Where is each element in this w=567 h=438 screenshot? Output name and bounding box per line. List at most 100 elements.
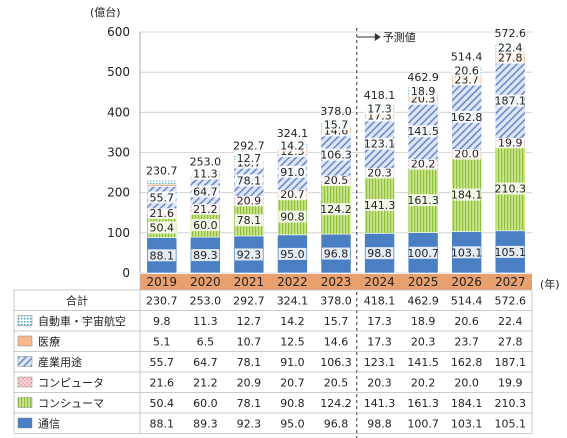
table-cell: 12.5 [280, 335, 305, 348]
data-label: 50.4 [150, 221, 175, 234]
data-label-bg [322, 247, 350, 260]
table-cell: 9.8 [153, 315, 171, 328]
data-label-bg [409, 157, 438, 170]
data-label: 20.0 [454, 148, 479, 161]
table-cell: 418.1 [364, 294, 396, 307]
table-cell: 89.3 [193, 417, 218, 430]
table-cell: 64.7 [193, 356, 218, 369]
table-cell: 60.0 [193, 397, 218, 410]
data-label-bg [365, 137, 394, 150]
data-label: 60.0 [193, 219, 218, 232]
data-label: 78.1 [237, 214, 262, 227]
data-label-bg [409, 84, 438, 97]
data-label: 22.4 [498, 42, 523, 55]
table-cell: 324.1 [277, 294, 309, 307]
x-tick-label: 2021 [234, 275, 265, 289]
total-label: 418.1 [364, 89, 396, 102]
data-label-bg [234, 194, 263, 207]
table-cell: 161.3 [407, 397, 439, 410]
table-cell: 96.8 [324, 417, 349, 430]
total-label: 230.7 [146, 164, 178, 177]
data-label: 161.3 [407, 194, 439, 207]
data-label-bg [452, 110, 481, 123]
table-cell: 378.0 [320, 294, 352, 307]
data-label-bg [322, 174, 350, 187]
table-cell: 20.5 [324, 376, 349, 389]
data-label-bg [452, 246, 481, 259]
x-tick-label: 2019 [147, 275, 178, 289]
table-row-label: 医療 [38, 334, 60, 348]
data-label-bg [365, 166, 394, 179]
table-cell: 103.1 [451, 417, 483, 430]
table-cell: 6.5 [197, 335, 215, 348]
table-cell: 100.7 [407, 417, 439, 430]
table-cell: 14.2 [280, 315, 305, 328]
table-cell: 90.8 [280, 397, 305, 410]
total-label: 514.4 [451, 50, 483, 63]
data-label: 124.2 [320, 203, 352, 216]
table-cell: 50.4 [150, 397, 175, 410]
total-label: 324.1 [277, 127, 309, 140]
data-label-bg [234, 214, 263, 227]
data-label-bg [365, 198, 394, 211]
table-cell: 184.1 [451, 397, 483, 410]
data-label-bg [278, 139, 307, 152]
table-cell: 91.0 [280, 356, 305, 369]
table-cell: 23.7 [454, 335, 479, 348]
data-label: 15.7 [324, 118, 349, 131]
table-cell: 124.2 [320, 397, 352, 410]
data-label-bg [452, 64, 481, 77]
data-label-bg [409, 194, 438, 207]
data-label-bg [191, 167, 220, 180]
y-tick-labels: 0 100 200 300 400 500 600 [107, 25, 130, 280]
data-label: 14.2 [280, 140, 305, 153]
data-label: 17.3 [367, 103, 392, 116]
data-label: 19.9 [498, 136, 523, 149]
data-label-bg [496, 51, 525, 64]
total-label: 378.0 [320, 105, 352, 118]
data-label-bg [147, 221, 176, 234]
legend-swatch [17, 356, 33, 367]
x-unit-label: (年) [540, 277, 560, 291]
data-label-bg [147, 249, 176, 262]
y-tick-label: 0 [122, 266, 130, 280]
table-cell: 17.3 [367, 315, 392, 328]
table-row-label: 産業用途 [38, 355, 82, 369]
table-cell: 514.4 [451, 294, 483, 307]
data-label: 141.3 [364, 199, 396, 212]
data-table: 合計 230.7 253.0 292.7 324.1 378.0 418.1 462.9 514… [13, 274, 533, 434]
forecast-arrow-head [374, 33, 381, 41]
data-label-bg [496, 41, 525, 54]
table-cell: 210.3 [494, 397, 526, 410]
data-label-bg [409, 125, 438, 138]
data-label-bg [322, 148, 350, 161]
table-cell: 78.1 [237, 356, 262, 369]
y-tick-label: 100 [107, 226, 130, 240]
data-label-bg [365, 102, 394, 115]
data-label-bg [191, 202, 220, 215]
legend-swatch [17, 335, 33, 347]
y-tick-label: 200 [107, 186, 130, 200]
data-label-bg [234, 151, 263, 164]
table-cell: 78.1 [237, 397, 262, 410]
data-label: 187.1 [494, 95, 526, 108]
table-cell: 92.3 [237, 417, 262, 430]
table-cell: 21.6 [150, 376, 175, 389]
data-label: 98.8 [367, 247, 392, 260]
data-label: 23.7 [454, 73, 479, 86]
data-label: 20.5 [324, 174, 349, 187]
data-label: 91.0 [280, 166, 305, 179]
table-cell: 20.2 [411, 376, 436, 389]
table-row-label: コンシューマ [38, 397, 104, 410]
data-label: 184.1 [451, 189, 483, 202]
table-cell: 105.1 [494, 417, 526, 430]
x-tick-label: 2025 [408, 275, 439, 289]
data-label: 92.3 [237, 248, 262, 261]
table-row-label: コンピュータ [38, 376, 104, 389]
data-label: 20.6 [454, 65, 479, 78]
data-label: 90.8 [280, 211, 305, 224]
data-label-bg [496, 245, 525, 258]
table-row-label: 自動車・宇宙航空 [38, 314, 126, 328]
y-tick-label: 500 [107, 65, 130, 79]
table-cell: 95.0 [280, 417, 305, 430]
